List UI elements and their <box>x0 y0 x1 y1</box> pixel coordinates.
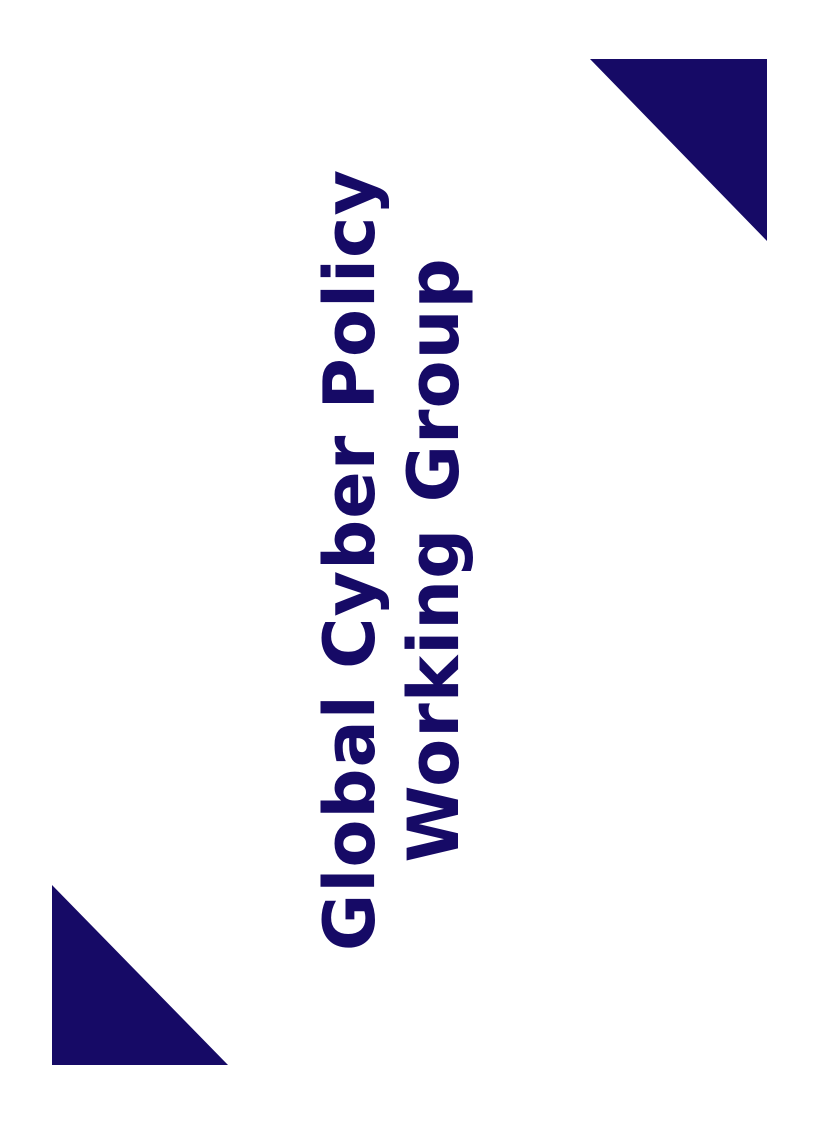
title-line-1: Global Cyber Policy <box>309 168 391 952</box>
title-line-2: Working Group <box>393 257 475 863</box>
document-title: Global Cyber Policy Working Group <box>309 110 475 1010</box>
top-right-corner-triangle <box>590 59 767 241</box>
bottom-left-corner-triangle <box>52 885 228 1065</box>
top-right-triangle-shape <box>590 59 767 241</box>
bottom-left-triangle-shape <box>52 885 228 1065</box>
